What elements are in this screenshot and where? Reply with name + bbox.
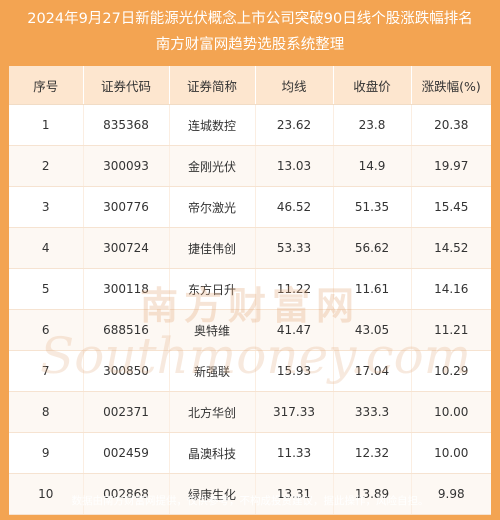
cell-close: 43.05: [333, 309, 412, 351]
cell-code: 300093: [83, 145, 170, 187]
cell-index: 2: [9, 145, 84, 187]
table-row: 1 835368 连城数控 23.62 23.8 20.38: [9, 104, 491, 146]
cell-index: 1: [9, 104, 84, 146]
ranking-table: 序号 证券代码 证券简称 均线 收盘价 涨跌幅(%) 1 835368 连城数控…: [9, 66, 491, 515]
table-row: 2 300093 金刚光伏 13.03 14.9 19.97: [9, 145, 491, 187]
cell-index: 9: [9, 432, 84, 474]
table-header-row: 序号 证券代码 证券简称 均线 收盘价 涨跌幅(%): [9, 66, 491, 105]
cell-name: 新强联: [169, 350, 256, 392]
cell-ma: 317.33: [255, 391, 334, 433]
cell-ma: 46.52: [255, 186, 334, 228]
cell-change: 10.00: [411, 432, 491, 474]
table-row: 6 688516 奥特维 41.47 43.05 11.21: [9, 309, 491, 351]
cell-change: 11.21: [411, 309, 491, 351]
cell-change: 19.97: [411, 145, 491, 187]
ranking-table-container: 序号 证券代码 证券简称 均线 收盘价 涨跌幅(%) 1 835368 连城数控…: [9, 66, 491, 515]
cell-name: 绿康生化: [169, 473, 256, 515]
page-title: 2024年9月27日新能源光伏概念上市公司突破90日线个股涨跌幅排名: [27, 11, 473, 27]
cell-code: 002371: [83, 391, 170, 433]
cell-change: 15.45: [411, 186, 491, 228]
cell-code: 300776: [83, 186, 170, 228]
cell-close: 12.32: [333, 432, 412, 474]
cell-name: 奥特维: [169, 309, 256, 351]
cell-name: 捷佳伟创: [169, 227, 256, 269]
cell-close: 11.61: [333, 268, 412, 310]
cell-change: 20.38: [411, 104, 491, 146]
cell-name: 帝尔激光: [169, 186, 256, 228]
table-row: 3 300776 帝尔激光 46.52 51.35 15.45: [9, 186, 491, 228]
column-header-index: 序号: [9, 66, 84, 105]
cell-name: 晶澳科技: [169, 432, 256, 474]
cell-change: 10.00: [411, 391, 491, 433]
page-subtitle: 南方财富网趋势选股系统整理: [155, 37, 345, 53]
column-header-close: 收盘价: [333, 66, 412, 105]
cell-code: 002868: [83, 473, 170, 515]
cell-close: 17.04: [333, 350, 412, 392]
cell-index: 5: [9, 268, 84, 310]
cell-change: 14.52: [411, 227, 491, 269]
cell-code: 300724: [83, 227, 170, 269]
cell-index: 7: [9, 350, 84, 392]
cell-code: 002459: [83, 432, 170, 474]
column-header-change: 涨跌幅(%): [411, 66, 491, 105]
cell-change: 10.29: [411, 350, 491, 392]
cell-name: 连城数控: [169, 104, 256, 146]
cell-index: 8: [9, 391, 84, 433]
cell-close: 13.89: [333, 473, 412, 515]
cell-code: 688516: [83, 309, 170, 351]
cell-ma: 15.93: [255, 350, 334, 392]
cell-code: 300118: [83, 268, 170, 310]
cell-code: 835368: [83, 104, 170, 146]
cell-ma: 41.47: [255, 309, 334, 351]
cell-ma: 13.31: [255, 473, 334, 515]
cell-name: 金刚光伏: [169, 145, 256, 187]
column-header-name: 证券简称: [169, 66, 256, 105]
page-header: 2024年9月27日新能源光伏概念上市公司突破90日线个股涨跌幅排名 南方财富网…: [0, 0, 500, 62]
table-row: 8 002371 北方华创 317.33 333.3 10.00: [9, 391, 491, 433]
cell-index: 3: [9, 186, 84, 228]
footer-disclaimer: 数据由南方财富网提供，仅供参考，不构成投资建议，据此操作，风险自担。: [71, 495, 429, 507]
cell-name: 东方日升: [169, 268, 256, 310]
cell-change: 14.16: [411, 268, 491, 310]
cell-name: 北方华创: [169, 391, 256, 433]
cell-code: 300850: [83, 350, 170, 392]
cell-index: 10: [9, 473, 84, 515]
table-row: 10 002868 绿康生化 13.31 13.89 9.98: [9, 473, 491, 515]
cell-close: 14.9: [333, 145, 412, 187]
cell-ma: 53.33: [255, 227, 334, 269]
cell-close: 23.8: [333, 104, 412, 146]
cell-index: 4: [9, 227, 84, 269]
cell-ma: 11.33: [255, 432, 334, 474]
cell-ma: 11.22: [255, 268, 334, 310]
table-row: 7 300850 新强联 15.93 17.04 10.29: [9, 350, 491, 392]
cell-ma: 23.62: [255, 104, 334, 146]
cell-index: 6: [9, 309, 84, 351]
cell-ma: 13.03: [255, 145, 334, 187]
cell-change: 9.98: [411, 473, 491, 515]
table-row: 9 002459 晶澳科技 11.33 12.32 10.00: [9, 432, 491, 474]
cell-close: 51.35: [333, 186, 412, 228]
column-header-code: 证券代码: [83, 66, 170, 105]
table-row: 5 300118 东方日升 11.22 11.61 14.16: [9, 268, 491, 310]
table-row: 4 300724 捷佳伟创 53.33 56.62 14.52: [9, 227, 491, 269]
cell-close: 333.3: [333, 391, 412, 433]
column-header-ma: 均线: [255, 66, 334, 105]
cell-close: 56.62: [333, 227, 412, 269]
